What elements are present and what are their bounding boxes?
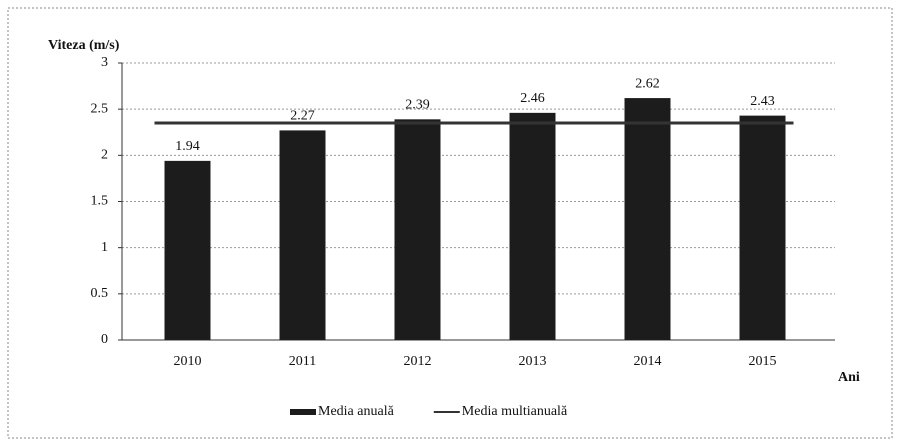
y-tick-label: 0 (101, 332, 108, 347)
y-tick-label: 3 (101, 55, 108, 70)
y-tick-label: 1.5 (91, 194, 109, 209)
bar (279, 130, 326, 340)
bar (739, 115, 786, 340)
chart-frame (7, 7, 893, 439)
y-tick-label: 0.5 (91, 286, 109, 301)
bar (509, 112, 556, 340)
x-tick-label: 2014 (634, 354, 662, 369)
y-tick-label: 2.5 (91, 101, 109, 116)
y-tick-label: 1 (101, 240, 108, 255)
x-tick-label: 2010 (174, 354, 202, 369)
y-tick-label: 2 (101, 148, 108, 163)
bar (164, 160, 211, 340)
x-tick-label: 2012 (404, 354, 432, 369)
x-tick-label: 2011 (289, 354, 316, 369)
y-axis-label: Viteza (m/s) (48, 38, 120, 53)
x-tick-label: 2013 (519, 354, 547, 369)
legend-label: Media anuală (318, 404, 395, 419)
bar (394, 119, 441, 340)
data-label: 2.27 (290, 109, 315, 124)
data-label: 2.39 (405, 98, 430, 113)
data-label: 2.62 (635, 76, 660, 91)
bar (624, 98, 671, 340)
x-tick-label: 2015 (749, 354, 777, 369)
data-label: 2.46 (520, 91, 545, 106)
legend-swatch (290, 409, 316, 415)
x-axis-label: Ani (838, 370, 860, 385)
data-label: 1.94 (175, 139, 200, 154)
legend-label: Media multianuală (462, 404, 568, 419)
data-label: 2.43 (750, 94, 775, 109)
